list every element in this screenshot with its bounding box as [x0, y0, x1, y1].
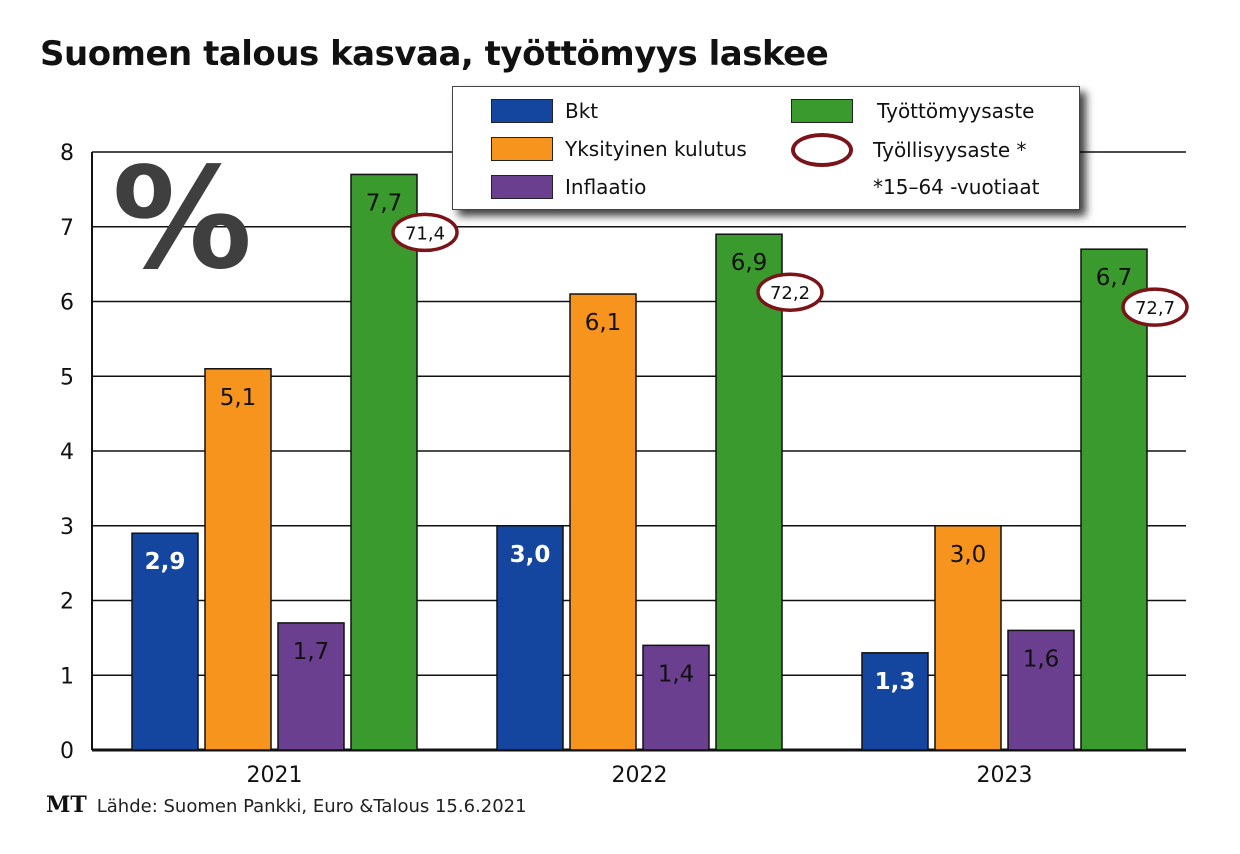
- bar-bkt-2022: [496, 525, 564, 751]
- bar-tyottomyysaste-2022: [715, 233, 783, 751]
- bar-inflaatio-2021: [277, 622, 345, 751]
- source-text: Lähde: Suomen Pankki, Euro &Talous 15.6.…: [96, 796, 527, 817]
- legend-label-tyollisyysaste: Työllisyysaste *: [873, 138, 1027, 162]
- employment-rate-ring-2021: [391, 212, 459, 253]
- x-tick-label: 2021: [247, 763, 303, 788]
- bar-yksityinen-kulutus-2022: [569, 293, 637, 751]
- y-tick-label: 3: [60, 515, 74, 540]
- x-tick-label: 2022: [612, 763, 668, 788]
- chart-title: Suomen talous kasvaa, työttömyys laskee: [40, 34, 829, 74]
- legend-note: *15–64 -vuotiaat: [873, 175, 1040, 199]
- legend-item-tyollisyysaste: Työllisyysaste *: [791, 133, 1027, 167]
- unit-symbol: %: [112, 138, 253, 301]
- data-label-tyottomyysaste-2022: 6,9: [731, 250, 768, 276]
- bar-tyottomyysaste-2021: [350, 173, 418, 751]
- legend-label-bkt: Bkt: [565, 99, 599, 123]
- legend-ring-tyollisyysaste: [791, 133, 853, 167]
- data-label-yksityinen-kulutus-2022: 6,1: [585, 310, 622, 336]
- employment-rate-ring-2023: [1121, 287, 1189, 327]
- employment-rate-ring-2022: [756, 272, 824, 312]
- data-label-bkt-2022: 3,0: [510, 542, 551, 568]
- footer: MT Lähde: Suomen Pankki, Euro &Talous 15…: [46, 792, 527, 818]
- legend-label-inflaatio: Inflaatio: [565, 175, 647, 199]
- legend-item-yksityinen-kulutus: Yksityinen kulutus: [491, 137, 747, 161]
- bar-tyottomyysaste-2023: [1080, 248, 1148, 751]
- data-label-inflaatio-2023: 1,6: [1023, 646, 1060, 672]
- y-tick-label: 7: [60, 216, 74, 241]
- legend-item-bkt: Bkt: [491, 99, 598, 123]
- legend-item-tyottomyysaste: Työttömyysaste: [791, 99, 1035, 123]
- bar-inflaatio-2022: [642, 644, 710, 751]
- legend-swatch-bkt: [491, 99, 553, 123]
- y-tick-label: 1: [60, 664, 74, 689]
- legend-label-tyottomyysaste: Työttömyysaste: [877, 99, 1035, 123]
- y-tick-label: 0: [60, 739, 74, 764]
- bar-inflaatio-2023: [1007, 629, 1075, 751]
- employment-rate-label-2022: 72,2: [770, 283, 810, 304]
- bar-bkt-2023: [861, 652, 929, 751]
- bar-yksityinen-kulutus-2021: [204, 368, 272, 751]
- employment-rate-label-2023: 72,7: [1135, 298, 1175, 319]
- legend-item-inflaatio: Inflaatio: [491, 175, 646, 199]
- bar-bkt-2021: [131, 532, 199, 751]
- y-tick-label: 8: [60, 141, 74, 166]
- x-tick-label: 2023: [977, 763, 1033, 788]
- legend: Bkt Yksityinen kulutus Inflaatio Työttöm…: [452, 86, 1080, 210]
- data-label-yksityinen-kulutus-2021: 5,1: [220, 385, 257, 411]
- legend-swatch-tyottomyysaste: [791, 99, 853, 123]
- y-tick-label: 6: [60, 291, 74, 316]
- data-label-tyottomyysaste-2021: 7,7: [366, 190, 403, 216]
- y-tick-label: 4: [60, 440, 74, 465]
- data-label-yksityinen-kulutus-2023: 3,0: [950, 542, 987, 568]
- data-label-tyottomyysaste-2023: 6,7: [1096, 265, 1133, 291]
- data-label-bkt-2023: 1,3: [875, 669, 916, 695]
- legend-swatch-yksityinen-kulutus: [491, 137, 553, 161]
- y-tick-label: 2: [60, 590, 74, 615]
- employment-rate-label-2021: 71,4: [405, 223, 445, 244]
- legend-swatch-inflaatio: [491, 175, 553, 199]
- data-label-inflaatio-2021: 1,7: [293, 639, 330, 665]
- bar-yksityinen-kulutus-2023: [934, 525, 1002, 751]
- y-tick-label: 5: [60, 365, 74, 390]
- data-label-bkt-2021: 2,9: [145, 549, 186, 575]
- brand-logo: MT: [46, 792, 87, 818]
- legend-label-yksityinen-kulutus: Yksityinen kulutus: [565, 137, 747, 161]
- data-label-inflaatio-2022: 1,4: [658, 661, 695, 687]
